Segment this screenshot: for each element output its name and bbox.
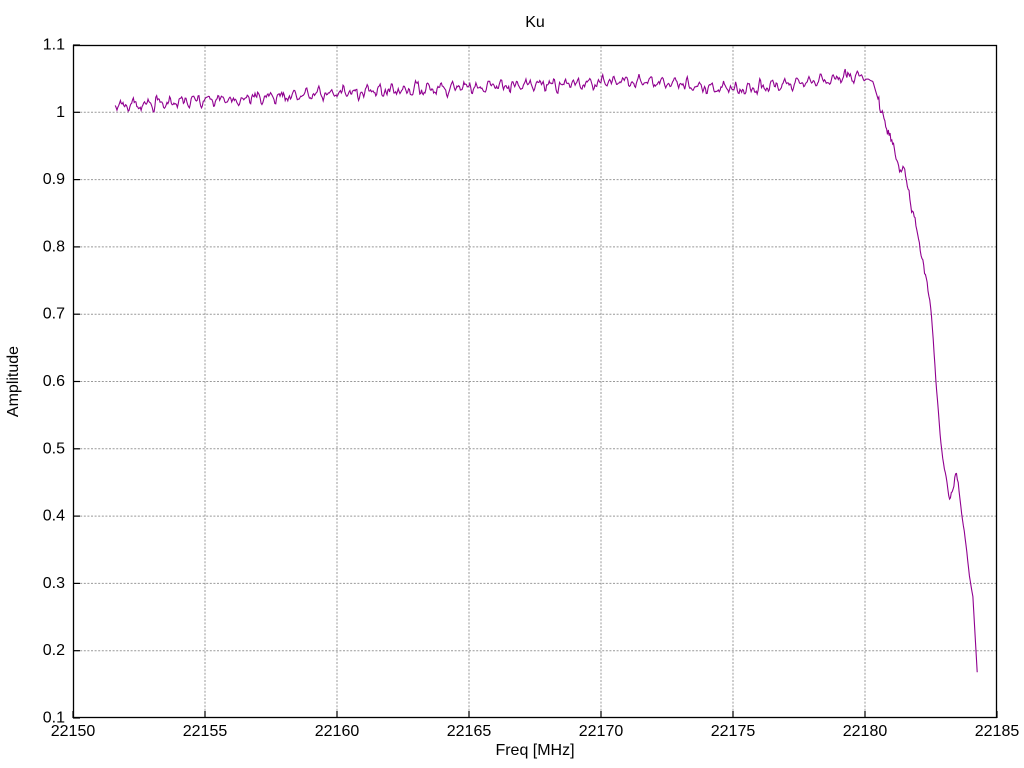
svg-text:22165: 22165 — [447, 723, 492, 740]
svg-text:Amplitude: Amplitude — [5, 346, 22, 417]
svg-text:22185: 22185 — [975, 723, 1020, 740]
svg-text:22150: 22150 — [51, 723, 96, 740]
svg-text:0.8: 0.8 — [43, 238, 65, 255]
svg-text:Ku: Ku — [525, 14, 545, 31]
svg-text:0.3: 0.3 — [43, 575, 65, 592]
svg-text:22175: 22175 — [711, 723, 756, 740]
svg-text:22155: 22155 — [183, 723, 228, 740]
svg-text:0.2: 0.2 — [43, 642, 65, 659]
svg-text:0.6: 0.6 — [43, 373, 65, 390]
svg-text:Freq [MHz]: Freq [MHz] — [495, 742, 574, 759]
svg-text:22180: 22180 — [843, 723, 888, 740]
svg-text:0.4: 0.4 — [43, 508, 65, 525]
svg-text:1: 1 — [56, 104, 65, 121]
svg-text:22170: 22170 — [579, 723, 624, 740]
svg-text:0.5: 0.5 — [43, 440, 65, 457]
svg-text:22160: 22160 — [315, 723, 360, 740]
svg-text:0.7: 0.7 — [43, 306, 65, 323]
svg-text:1.1: 1.1 — [43, 37, 65, 54]
svg-text:0.9: 0.9 — [43, 171, 65, 188]
